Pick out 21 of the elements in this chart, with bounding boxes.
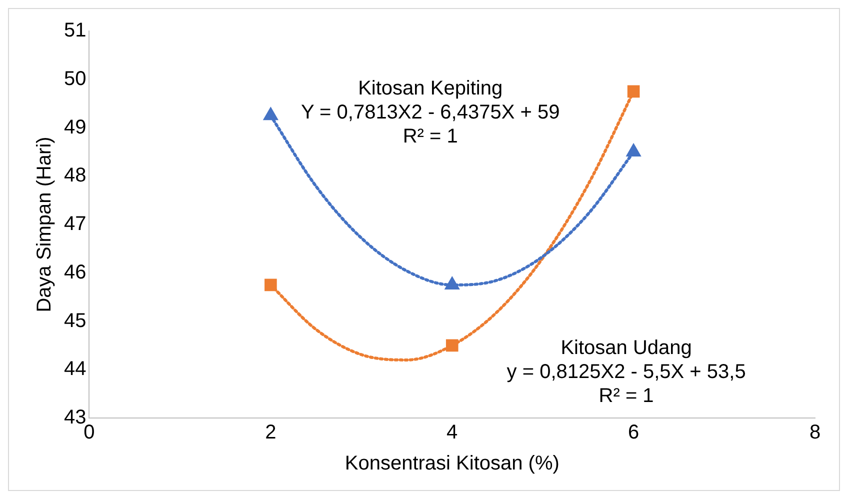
x-tick-label: 8	[809, 422, 821, 444]
x-tick-label: 2	[265, 422, 276, 444]
point	[264, 278, 277, 292]
annotation: Kitosan Udang y = 0,8125X2 - 5,5X + 53,5 R² = 1	[506, 336, 746, 407]
y-tick-label: 48	[64, 164, 86, 187]
x-axis-title: Konsentrasi Kitosan (%)	[344, 452, 560, 475]
y-tick-label: 44	[64, 358, 86, 380]
x-tick-label: 4	[446, 422, 458, 444]
y-tick-label: 49	[64, 116, 86, 138]
y-tick-label: 50	[64, 68, 86, 90]
annotation: Kitosan Kepiting Y = 0,7813X2 - 6,4375X + 59 R² = 1	[300, 78, 560, 148]
y-tick-label: 45	[64, 310, 86, 332]
point	[263, 107, 278, 120]
x-tick-label: 0	[84, 422, 95, 444]
point	[446, 339, 458, 352]
y-tick-label: 47	[64, 213, 86, 236]
y-tick-label: 46	[64, 261, 86, 284]
x-tick-label: 6	[628, 422, 640, 444]
y-axis-title: Daya Simpan (Hari)	[34, 136, 56, 312]
y-tick-label: 51	[64, 20, 86, 42]
point	[626, 143, 641, 156]
